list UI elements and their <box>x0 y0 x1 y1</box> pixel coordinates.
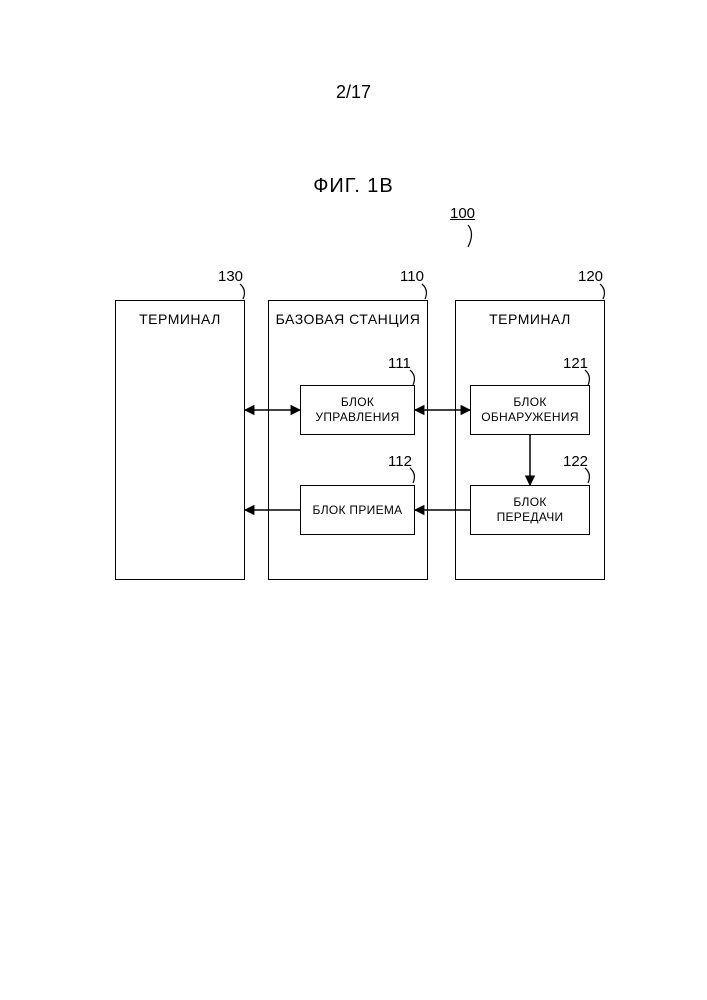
detect-block-121-label: БЛОК ОБНАРУЖЕНИЯ <box>481 395 579 425</box>
ref-120: 120 <box>578 268 603 285</box>
control-block-111: БЛОК УПРАВЛЕНИЯ <box>300 385 415 435</box>
terminal-120-box: ТЕРМИНАЛ <box>455 300 605 580</box>
base-station-110-box: БАЗОВАЯ СТАНЦИЯ <box>268 300 428 580</box>
ref-system-100: 100 <box>450 205 475 222</box>
leader-leader-110 <box>422 284 426 299</box>
receive-block-112: БЛОК ПРИЕМА <box>300 485 415 535</box>
control-block-111-label: БЛОК УПРАВЛЕНИЯ <box>315 395 399 425</box>
ref-111: 111 <box>388 355 411 372</box>
base-station-110-title: БАЗОВАЯ СТАНЦИЯ <box>276 311 421 327</box>
transmit-block-122: БЛОК ПЕРЕДАЧИ <box>470 485 590 535</box>
ref-121: 121 <box>563 355 588 372</box>
terminal-130-box: ТЕРМИНАЛ <box>115 300 245 580</box>
ref-130: 130 <box>218 268 243 285</box>
terminal-120-title: ТЕРМИНАЛ <box>489 311 571 327</box>
ref-122: 122 <box>563 453 588 470</box>
receive-block-112-label: БЛОК ПРИЕМА <box>313 503 403 518</box>
leader-leader-120 <box>600 284 604 299</box>
page-number: 2/17 <box>0 82 707 103</box>
ref-110: 110 <box>400 268 424 285</box>
leader-leader-100 <box>468 225 472 247</box>
figure-title: ФИГ. 1B <box>0 175 707 198</box>
transmit-block-122-label: БЛОК ПЕРЕДАЧИ <box>497 495 564 525</box>
detect-block-121: БЛОК ОБНАРУЖЕНИЯ <box>470 385 590 435</box>
ref-112: 112 <box>388 453 412 470</box>
diagram-page: 2/17 ФИГ. 1B 100 130 110 120 ТЕРМИНАЛ БА… <box>0 0 707 1000</box>
terminal-130-title: ТЕРМИНАЛ <box>139 311 221 327</box>
leader-leader-130 <box>240 284 244 299</box>
